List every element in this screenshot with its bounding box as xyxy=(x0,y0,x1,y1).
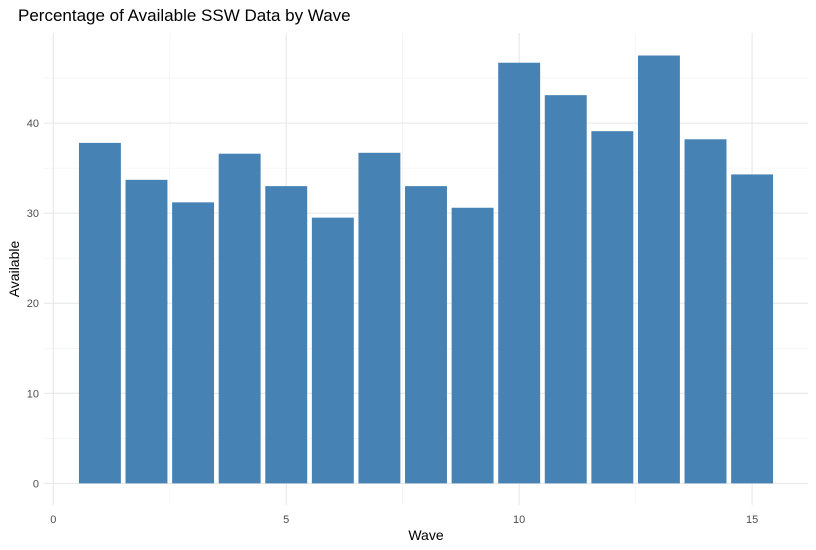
bar-wave-1 xyxy=(78,142,121,484)
y-tick-label: 10 xyxy=(27,388,39,400)
x-tick-label: 5 xyxy=(283,514,289,526)
bar-wave-11 xyxy=(544,95,587,484)
bar-wave-2 xyxy=(125,179,168,484)
bar-wave-3 xyxy=(172,202,215,484)
bar-wave-15 xyxy=(731,174,774,484)
bars xyxy=(78,55,774,484)
y-axis-ticks: 0 10 20 30 40 xyxy=(27,118,39,490)
bar-wave-14 xyxy=(684,139,727,484)
y-tick-label: 20 xyxy=(27,298,39,310)
y-tick-label: 30 xyxy=(27,208,39,220)
x-tick-label: 10 xyxy=(513,514,525,526)
y-tick-label: 0 xyxy=(33,478,39,490)
y-axis-title: Available xyxy=(6,241,22,298)
bar-wave-7 xyxy=(358,152,401,484)
bar-wave-4 xyxy=(218,153,261,484)
x-axis-title: Wave xyxy=(408,527,443,543)
bar-wave-9 xyxy=(451,207,494,484)
bar-wave-12 xyxy=(591,131,634,484)
x-tick-label: 0 xyxy=(50,514,56,526)
bar-wave-10 xyxy=(498,62,541,484)
x-tick-label: 15 xyxy=(746,514,758,526)
y-tick-label: 40 xyxy=(27,118,39,130)
bar-wave-6 xyxy=(311,217,354,484)
bar-wave-13 xyxy=(637,55,680,484)
chart-title: Percentage of Available SSW Data by Wave xyxy=(18,6,351,25)
bar-wave-5 xyxy=(265,186,308,484)
x-axis-ticks: 0 5 10 15 xyxy=(50,514,758,526)
bar-wave-8 xyxy=(405,186,447,484)
